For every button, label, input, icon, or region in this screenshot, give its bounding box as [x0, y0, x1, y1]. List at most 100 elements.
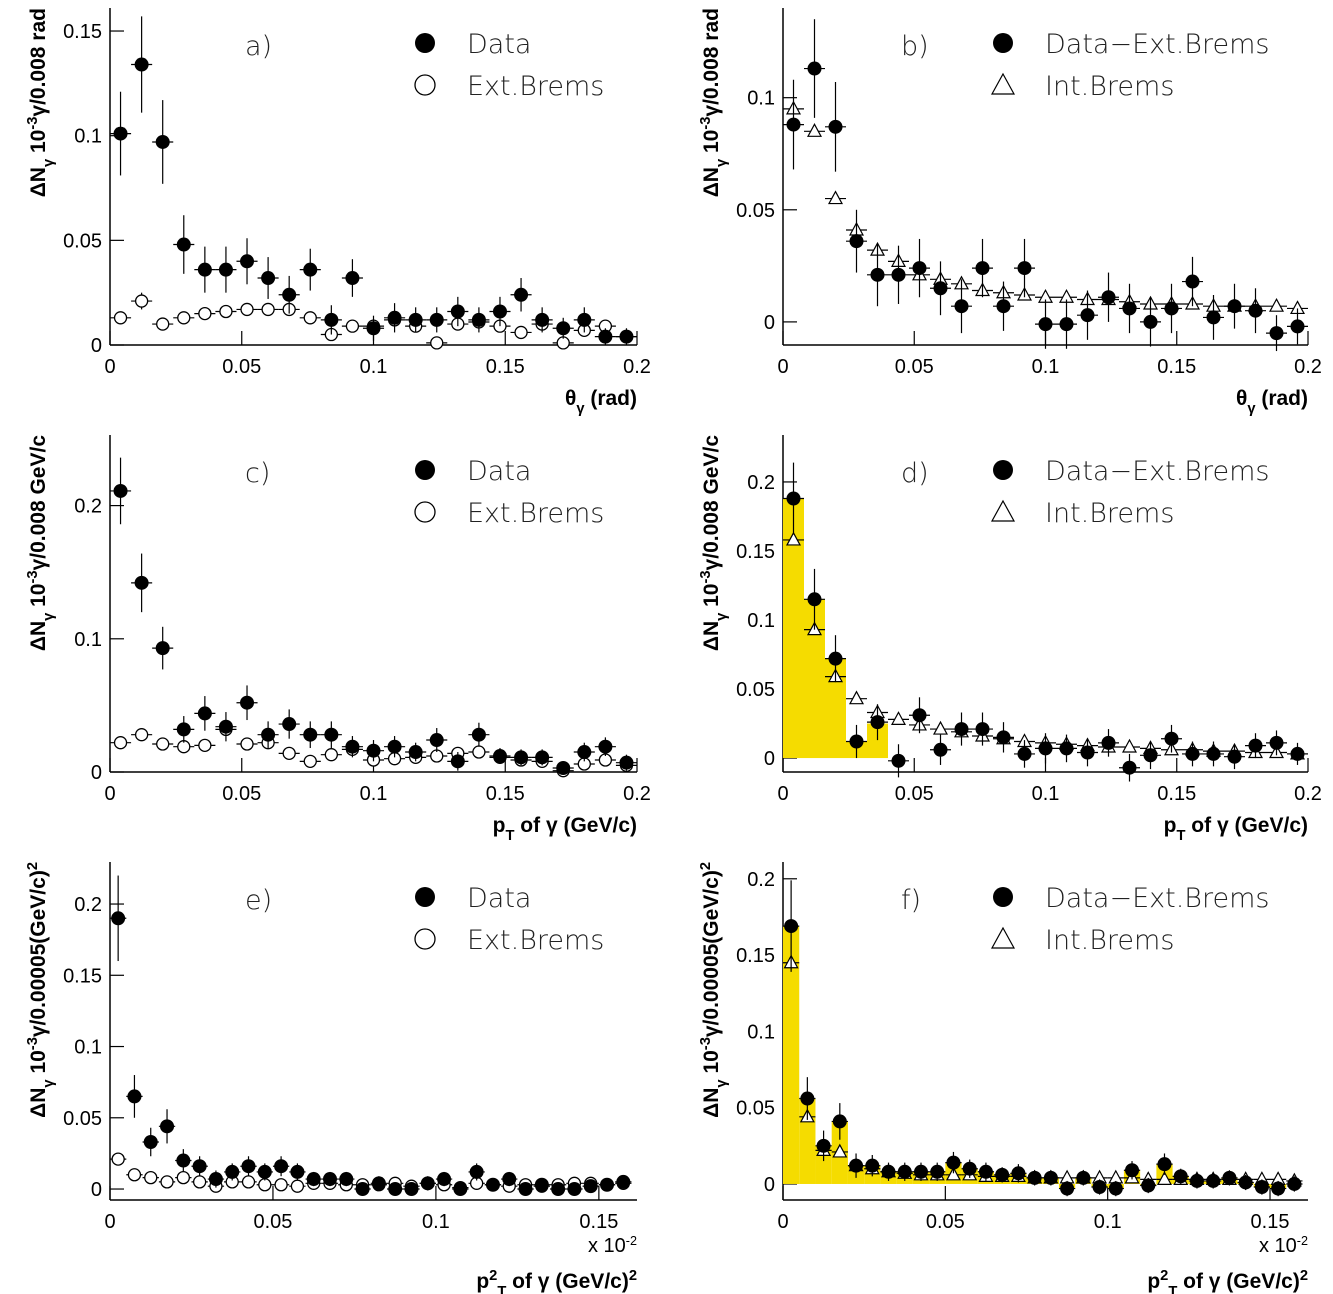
point: [1059, 317, 1074, 332]
point: [786, 117, 801, 132]
x-tick-label: 0.1: [360, 783, 388, 805]
point: [1092, 1180, 1107, 1195]
label-part: -3: [25, 117, 41, 130]
point: [450, 304, 465, 319]
y-tick-label: 0.1: [74, 629, 102, 651]
point: [225, 1164, 240, 1179]
y-axis-label: ΔNγ 10-3γ/0.008 rad: [698, 8, 730, 197]
point: [933, 742, 948, 757]
point: [1271, 1181, 1286, 1196]
point: [932, 720, 949, 735]
point: [240, 254, 255, 269]
y-tick-label: 0: [91, 762, 102, 784]
y-tick-label: 0.15: [736, 541, 775, 563]
x-tick-label: 0.1: [1032, 783, 1060, 805]
point: [945, 1166, 961, 1181]
legend-marker: [414, 501, 436, 523]
label-part: -2: [626, 1234, 637, 1248]
point: [598, 329, 613, 344]
label-part: (rad): [585, 387, 638, 410]
label-part: ΔN: [27, 167, 50, 197]
point: [946, 1155, 961, 1170]
x-axis-label: p2T of γ (GeV/c)2: [476, 1268, 637, 1294]
point: [485, 1177, 500, 1192]
histogram-bar: [867, 723, 888, 759]
label-part: 2: [629, 1268, 637, 1284]
y-tick-label: 0: [764, 748, 775, 770]
point: [437, 1172, 452, 1187]
label-part: -3: [25, 570, 41, 583]
point: [1238, 1175, 1253, 1190]
point: [786, 491, 801, 506]
x-tick-label: 0.15: [1251, 1211, 1290, 1233]
point: [282, 746, 296, 761]
panel-label: a): [245, 31, 272, 62]
label-part: of γ (GeV/c): [1185, 814, 1308, 837]
label-part: γ: [41, 1079, 57, 1088]
point: [144, 1170, 158, 1185]
label-part: γ: [576, 401, 585, 417]
point: [881, 1164, 896, 1179]
point: [176, 1153, 191, 1168]
point: [261, 271, 276, 286]
label-part: x 10: [1259, 1235, 1297, 1257]
point: [113, 126, 128, 141]
point: [551, 1182, 566, 1197]
point: [240, 737, 254, 751]
histogram-bar: [783, 498, 804, 759]
label-part: p: [1164, 814, 1177, 837]
y-tick-label: 0.05: [63, 1108, 102, 1130]
label-part: γ: [41, 612, 57, 621]
point: [192, 1175, 207, 1189]
label-part: -3: [698, 570, 714, 583]
point: [1108, 1181, 1123, 1196]
point: [219, 304, 233, 319]
x-axis-label: θγ (rad): [565, 387, 637, 417]
point: [1122, 301, 1137, 316]
point: [1059, 741, 1074, 756]
point: [258, 1178, 272, 1192]
y-tick-label: 0.2: [747, 869, 775, 891]
x-multiplier: x 10-2: [588, 1234, 637, 1257]
point: [577, 312, 592, 327]
point: [274, 1159, 289, 1174]
label-part: p: [493, 814, 506, 837]
point: [450, 754, 465, 769]
y-tick-label: 0.1: [74, 1037, 102, 1059]
point: [1027, 1170, 1042, 1185]
y-tick-label: 0.05: [736, 679, 775, 701]
label-part: γ/0.008 GeV/c: [27, 435, 50, 571]
point: [111, 911, 126, 926]
x-tick-label: 0: [104, 1211, 115, 1233]
point: [303, 727, 318, 742]
point: [1017, 261, 1032, 276]
label-part: γ/0.008 GeV/c: [700, 435, 723, 571]
label-part: γ: [1247, 401, 1256, 417]
x-axis-label: pT of γ (GeV/c): [1164, 814, 1308, 844]
legend-label: Data−Ext.Brems: [1045, 29, 1269, 60]
point: [849, 734, 864, 749]
point: [355, 1182, 370, 1197]
label-part: 10: [700, 1050, 723, 1079]
point: [408, 312, 423, 327]
point: [1156, 1171, 1172, 1185]
point: [176, 722, 191, 737]
point: [472, 745, 486, 759]
point: [930, 1164, 945, 1179]
point: [514, 287, 529, 302]
y-tick-label: 0.05: [736, 200, 775, 222]
legend-marker: [993, 887, 1013, 907]
x-tick-label: 0.2: [1294, 783, 1322, 805]
point: [1185, 274, 1200, 289]
x-tick-label: 0: [777, 356, 788, 378]
label-part: T: [505, 828, 514, 844]
point: [408, 745, 423, 760]
point: [134, 728, 149, 742]
label-part: 10: [27, 1050, 50, 1079]
point: [404, 1182, 419, 1197]
point: [240, 302, 254, 317]
point: [1269, 326, 1284, 341]
x-tick-label: 0: [777, 1211, 788, 1233]
point: [800, 1091, 815, 1106]
point: [429, 312, 444, 327]
